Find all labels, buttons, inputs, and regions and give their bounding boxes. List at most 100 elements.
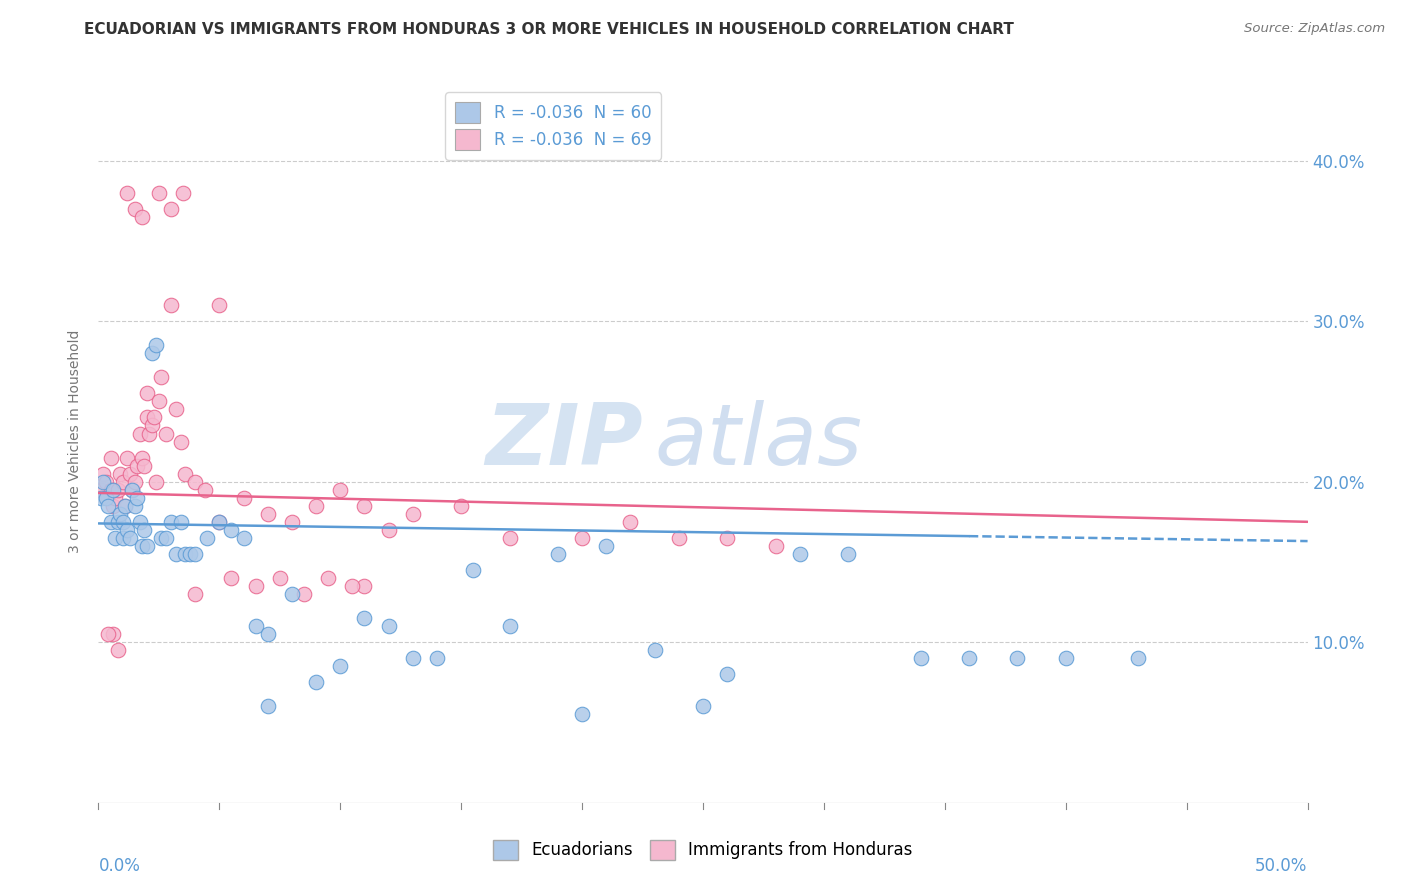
Text: 50.0%: 50.0% [1256, 857, 1308, 875]
Point [668, 531, 690, 545]
Point [128, 426, 150, 441]
Point [108, 467, 131, 481]
Point [124, 475, 146, 489]
Point [256, 507, 278, 521]
Point [910, 651, 932, 665]
Point [124, 202, 146, 216]
Point [194, 483, 217, 497]
Point [353, 579, 375, 593]
Point [118, 467, 141, 481]
Point [111, 475, 134, 489]
Point [571, 707, 593, 722]
Point [498, 531, 520, 545]
Point [765, 539, 787, 553]
Point [97, 491, 120, 505]
Point [221, 571, 243, 585]
Point [716, 531, 738, 545]
Point [97, 627, 120, 641]
Point [134, 458, 156, 473]
Point [145, 475, 167, 489]
Point [100, 450, 122, 465]
Point [1054, 651, 1077, 665]
Point [150, 370, 173, 384]
Point [342, 579, 364, 593]
Point [134, 523, 156, 537]
Point [184, 587, 207, 601]
Point [97, 499, 120, 513]
Point [269, 571, 291, 585]
Point [131, 450, 153, 465]
Point [172, 186, 194, 200]
Text: ZIP: ZIP [485, 400, 643, 483]
Point [148, 394, 170, 409]
Point [595, 539, 617, 553]
Point [155, 531, 177, 545]
Point [108, 507, 131, 521]
Point [94, 491, 117, 505]
Point [789, 547, 811, 561]
Point [329, 659, 352, 673]
Point [184, 475, 207, 489]
Point [118, 531, 141, 545]
Point [245, 619, 267, 633]
Point [292, 587, 315, 601]
Point [179, 547, 201, 561]
Point [90, 483, 112, 497]
Point [450, 499, 472, 513]
Point [353, 499, 375, 513]
Legend: Ecuadorians, Immigrants from Honduras: Ecuadorians, Immigrants from Honduras [486, 833, 920, 867]
Point [174, 467, 197, 481]
Point [131, 210, 153, 224]
Text: ECUADORIAN VS IMMIGRANTS FROM HONDURAS 3 OR MORE VEHICLES IN HOUSEHOLD CORRELATI: ECUADORIAN VS IMMIGRANTS FROM HONDURAS 3… [84, 22, 1014, 37]
Point [150, 531, 173, 545]
Point [305, 499, 328, 513]
Point [208, 515, 231, 529]
Point [256, 627, 278, 641]
Point [837, 547, 859, 561]
Point [128, 515, 150, 529]
Point [1007, 651, 1029, 665]
Point [117, 186, 139, 200]
Point [91, 467, 114, 481]
Point [145, 338, 167, 352]
Point [208, 515, 231, 529]
Point [135, 386, 157, 401]
Point [174, 547, 197, 561]
Point [232, 491, 254, 505]
Point [121, 483, 143, 497]
Point [141, 418, 163, 433]
Point [160, 515, 183, 529]
Point [426, 651, 449, 665]
Point [155, 426, 177, 441]
Point [90, 491, 112, 505]
Point [281, 515, 304, 529]
Point [353, 611, 375, 625]
Point [91, 475, 114, 489]
Point [114, 499, 136, 513]
Point [329, 483, 352, 497]
Point [1128, 651, 1150, 665]
Point [127, 491, 149, 505]
Point [498, 619, 520, 633]
Point [138, 426, 160, 441]
Point [377, 523, 399, 537]
Point [107, 483, 129, 497]
Point [571, 531, 593, 545]
Point [117, 523, 139, 537]
Point [114, 499, 136, 513]
Point [232, 531, 254, 545]
Point [135, 410, 157, 425]
Point [101, 499, 124, 513]
Point [104, 491, 127, 505]
Point [127, 458, 149, 473]
Y-axis label: 3 or more Vehicles in Household: 3 or more Vehicles in Household [69, 330, 83, 553]
Point [256, 699, 278, 714]
Point [101, 627, 124, 641]
Point [135, 539, 157, 553]
Point [463, 563, 485, 577]
Point [716, 667, 738, 681]
Point [169, 434, 191, 449]
Text: atlas: atlas [655, 400, 863, 483]
Point [117, 450, 139, 465]
Point [131, 539, 153, 553]
